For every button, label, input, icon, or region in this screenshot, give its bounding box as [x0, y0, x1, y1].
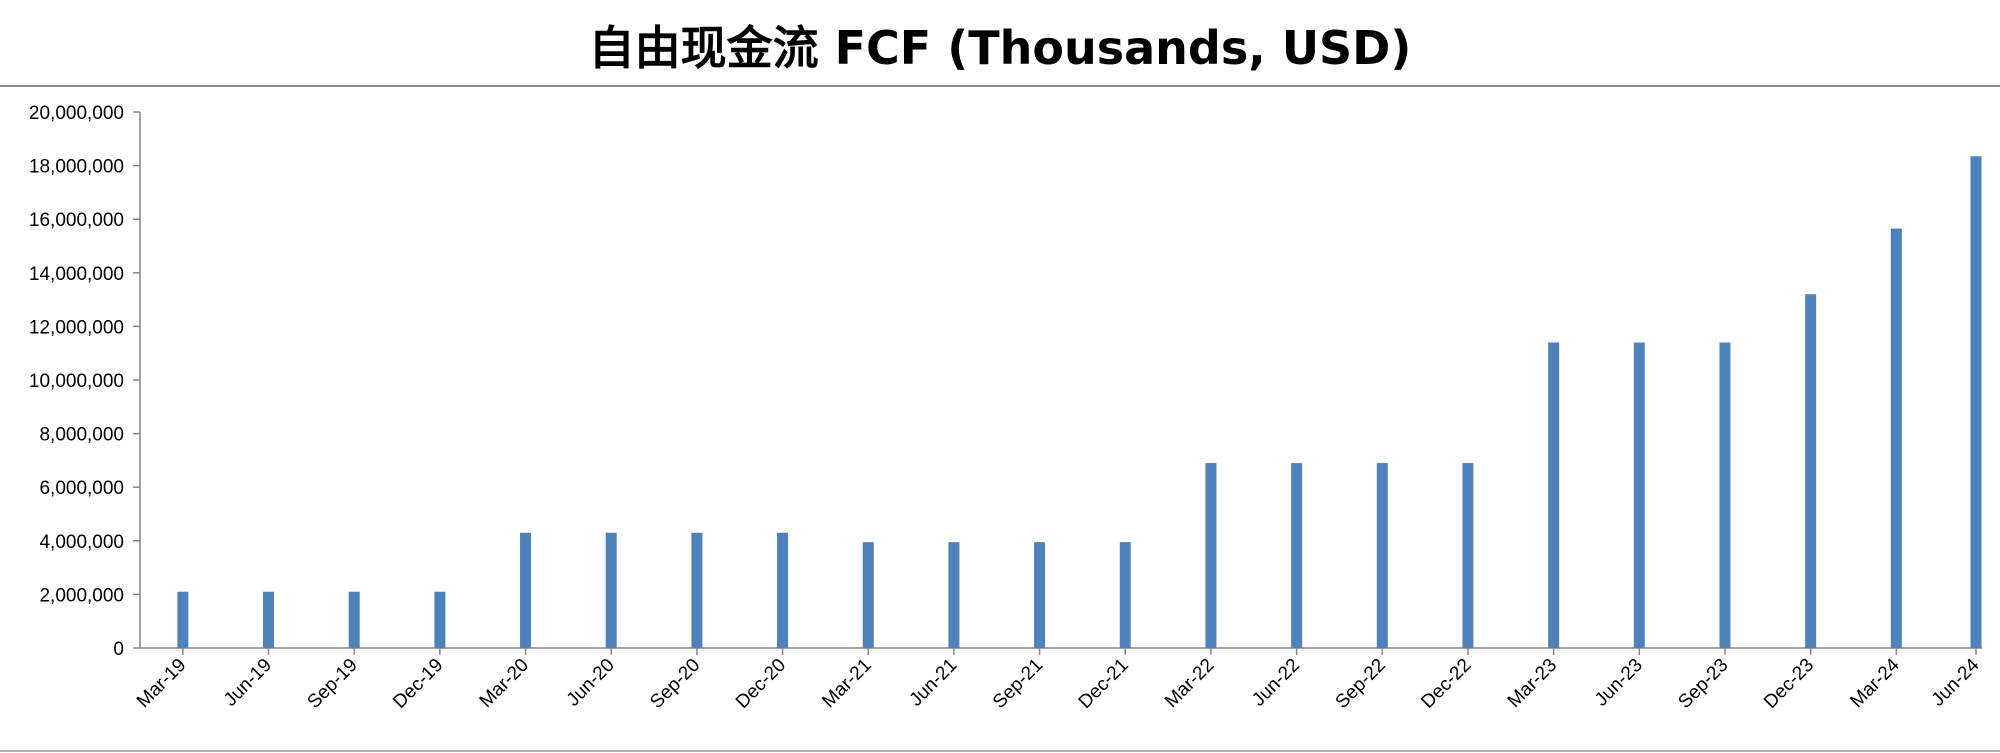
- bar: [1633, 342, 1645, 648]
- chart-title: 自由现金流 FCF (Thousands, USD): [588, 21, 1412, 75]
- y-tick-label: 2,000,000: [39, 585, 124, 606]
- bar: [1805, 294, 1817, 648]
- title-divider: [0, 85, 2000, 87]
- x-tick-label: Jun-22: [1248, 655, 1304, 711]
- bar-series: [177, 156, 1982, 648]
- x-tick-label: Sep-22: [1332, 655, 1390, 713]
- bar: [348, 591, 360, 648]
- x-tick-label: Mar-22: [1161, 655, 1218, 712]
- bar: [1890, 228, 1902, 648]
- bar: [177, 591, 189, 648]
- y-tick-label: 20,000,000: [29, 103, 124, 124]
- x-tick-label: Jun-19: [220, 655, 276, 711]
- x-tick-label: Mar-24: [1846, 654, 1904, 712]
- bar: [948, 542, 960, 648]
- x-tick-label: Jun-20: [563, 655, 619, 711]
- y-tick-label: 0: [113, 639, 124, 660]
- x-tick-label: Dec-19: [389, 655, 447, 713]
- bar: [605, 532, 617, 648]
- x-tick-label: Mar-21: [818, 655, 875, 712]
- x-tick-label: Mar-20: [476, 655, 533, 712]
- x-tick-label: Dec-23: [1760, 655, 1818, 713]
- bar: [777, 532, 789, 648]
- x-tick-label: Dec-22: [1417, 655, 1475, 713]
- x-tick-label: Sep-21: [989, 655, 1047, 713]
- y-tick-label: 14,000,000: [29, 264, 124, 285]
- x-tick-label: Jun-21: [906, 655, 962, 711]
- bar: [1970, 156, 1982, 648]
- bottom-divider: [0, 750, 2000, 752]
- bar: [520, 532, 532, 648]
- bar: [691, 532, 703, 648]
- x-tick-label: Dec-20: [732, 655, 790, 713]
- y-tick-label: 8,000,000: [39, 425, 124, 446]
- bar: [1205, 463, 1217, 648]
- x-tick-label: Sep-20: [646, 655, 704, 713]
- bar: [1119, 542, 1131, 648]
- x-tick-label: Jun-23: [1591, 655, 1647, 711]
- y-tick-label: 18,000,000: [29, 157, 124, 178]
- bar: [1034, 542, 1046, 648]
- x-tick-label: Mar-23: [1504, 655, 1561, 712]
- bar: [1291, 463, 1303, 648]
- x-tick-label: Sep-19: [304, 655, 362, 713]
- bar: [1462, 463, 1474, 648]
- bar: [434, 591, 446, 648]
- bar: [862, 542, 874, 648]
- y-tick-label: 6,000,000: [39, 478, 124, 499]
- bar: [263, 591, 275, 648]
- y-tick-label: 4,000,000: [39, 532, 124, 553]
- bar: [1719, 342, 1731, 648]
- bar: [1376, 463, 1388, 648]
- y-tick-label: 10,000,000: [29, 371, 124, 392]
- y-axis: 0 2,000,000 4,000,000 6,000,000 8,000,000 10,…: [29, 103, 141, 660]
- x-tick-label: Sep-23: [1674, 655, 1732, 713]
- x-tick-label: Jun-24: [1928, 654, 1984, 710]
- y-tick-label: 12,000,000: [29, 317, 124, 338]
- x-axis: Mar-19 Jun-19 Sep-19 Dec-19 Mar-20 Jun-20 Sep-…: [133, 647, 1984, 713]
- x-tick-label: Dec-21: [1075, 655, 1133, 713]
- bar: [1548, 342, 1560, 648]
- x-tick-label: Mar-19: [133, 655, 190, 712]
- y-tick-label: 16,000,000: [29, 210, 124, 231]
